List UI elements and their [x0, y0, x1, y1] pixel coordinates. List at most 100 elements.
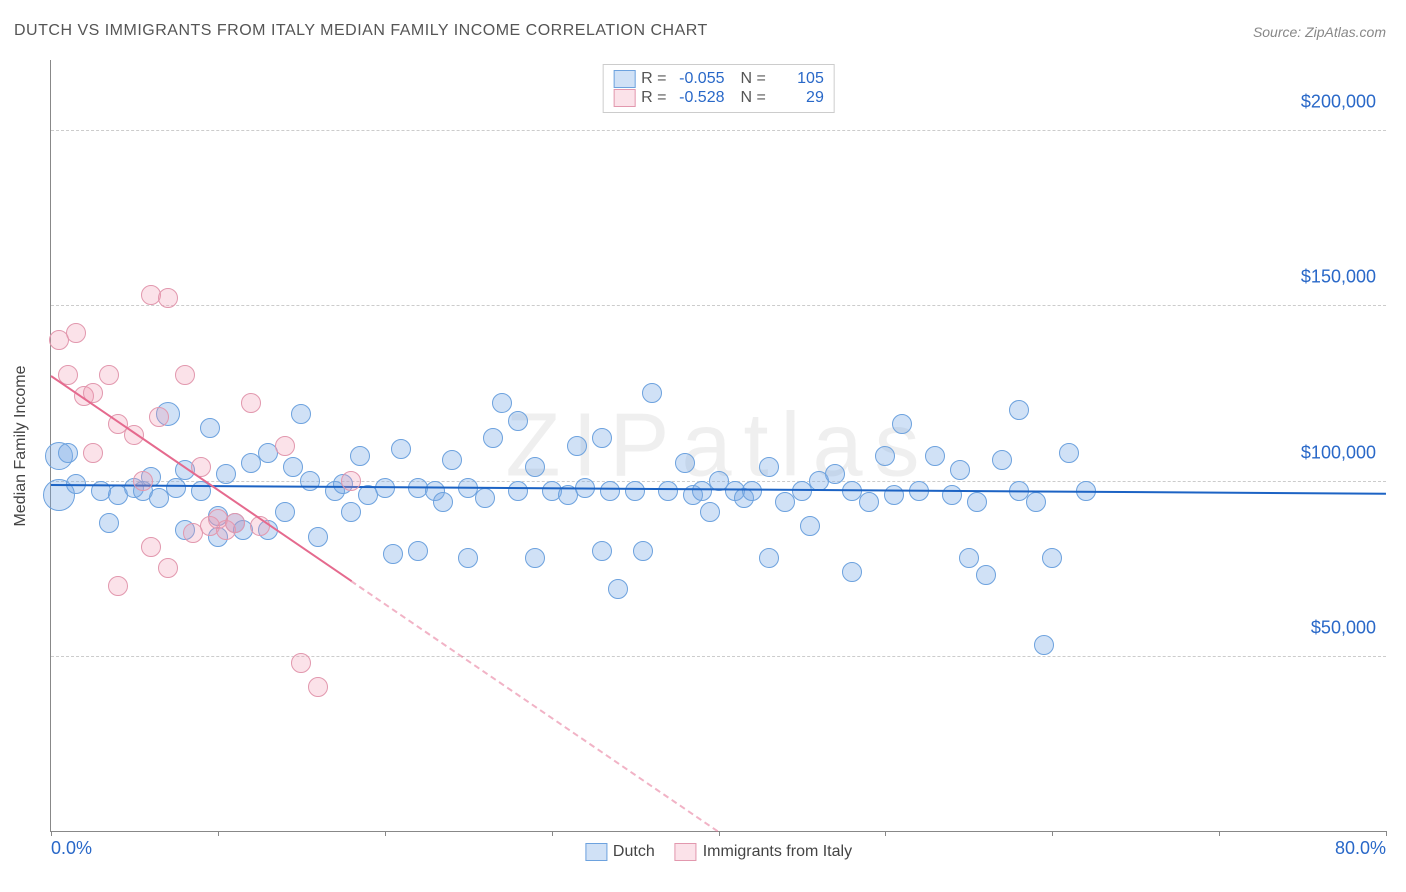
scatter-point: [592, 428, 612, 448]
correlation-legend: R = -0.055 N = 105 R = -0.528 N = 29: [602, 64, 835, 113]
scatter-point: [391, 439, 411, 459]
r-label: R =: [641, 89, 666, 107]
scatter-point: [567, 436, 587, 456]
r-label: R =: [641, 70, 666, 88]
swatch-dutch: [613, 70, 635, 88]
scatter-point: [976, 565, 996, 585]
scatter-point: [884, 485, 904, 505]
series-legend: Dutch Immigrants from Italy: [585, 843, 852, 861]
scatter-point: [216, 464, 236, 484]
scatter-point: [275, 502, 295, 522]
scatter-point: [642, 383, 662, 403]
scatter-point: [842, 562, 862, 582]
scatter-point: [275, 436, 295, 456]
series-name-italy: Immigrants from Italy: [703, 843, 852, 861]
scatter-point: [225, 513, 245, 533]
legend-row-dutch: R = -0.055 N = 105: [613, 70, 824, 88]
scatter-point: [608, 579, 628, 599]
scatter-point: [483, 428, 503, 448]
scatter-point: [200, 418, 220, 438]
scatter-point: [66, 323, 86, 343]
legend-row-italy: R = -0.528 N = 29: [613, 89, 824, 107]
scatter-point: [675, 453, 695, 473]
scatter-point: [291, 404, 311, 424]
scatter-point: [942, 485, 962, 505]
x-tick: [1219, 831, 1220, 836]
scatter-point: [525, 457, 545, 477]
x-tick: [385, 831, 386, 836]
scatter-point: [108, 576, 128, 596]
scatter-point: [99, 513, 119, 533]
scatter-point: [742, 481, 762, 501]
scatter-point: [341, 471, 361, 491]
x-tick: [885, 831, 886, 836]
scatter-point: [508, 481, 528, 501]
scatter-point: [308, 677, 328, 697]
scatter-point: [925, 446, 945, 466]
scatter-point: [759, 548, 779, 568]
scatter-point: [1059, 443, 1079, 463]
scatter-point: [1042, 548, 1062, 568]
y-axis-label: Median Family Income: [12, 365, 30, 526]
swatch-dutch: [585, 843, 607, 861]
n-value-dutch: 105: [772, 70, 824, 88]
y-tick-label: $200,000: [1301, 92, 1376, 113]
scatter-point: [967, 492, 987, 512]
chart-title: DUTCH VS IMMIGRANTS FROM ITALY MEDIAN FA…: [14, 22, 708, 40]
y-tick-label: $50,000: [1311, 617, 1376, 638]
scatter-point: [658, 481, 678, 501]
gridline: [51, 656, 1386, 657]
y-tick-label: $100,000: [1301, 442, 1376, 463]
scatter-point: [950, 460, 970, 480]
scatter-point: [625, 481, 645, 501]
scatter-point: [1026, 492, 1046, 512]
source-attribution: Source: ZipAtlas.com: [1253, 24, 1386, 40]
n-label: N =: [741, 70, 766, 88]
scatter-point: [383, 544, 403, 564]
gridline: [51, 305, 1386, 306]
scatter-point: [99, 365, 119, 385]
scatter-point: [408, 541, 428, 561]
x-tick: [552, 831, 553, 836]
scatter-point: [241, 393, 261, 413]
scatter-point: [592, 541, 612, 561]
scatter-point: [158, 288, 178, 308]
scatter-point: [959, 548, 979, 568]
swatch-italy: [613, 89, 635, 107]
scatter-point: [158, 558, 178, 578]
scatter-point: [458, 548, 478, 568]
scatter-point: [992, 450, 1012, 470]
y-tick-label: $150,000: [1301, 267, 1376, 288]
scatter-point: [525, 548, 545, 568]
r-value-dutch: -0.055: [673, 70, 725, 88]
scatter-point: [700, 502, 720, 522]
legend-item-italy: Immigrants from Italy: [675, 843, 852, 861]
legend-item-dutch: Dutch: [585, 843, 655, 861]
scatter-point: [633, 541, 653, 561]
scatter-point: [1009, 400, 1029, 420]
scatter-point: [175, 365, 195, 385]
scatter-point: [492, 393, 512, 413]
r-value-italy: -0.528: [673, 89, 725, 107]
gridline: [51, 130, 1386, 131]
scatter-point: [308, 527, 328, 547]
n-value-italy: 29: [772, 89, 824, 107]
scatter-point: [800, 516, 820, 536]
scatter-point: [475, 488, 495, 508]
scatter-point: [83, 443, 103, 463]
scatter-point: [433, 492, 453, 512]
scatter-point: [350, 446, 370, 466]
scatter-point: [825, 464, 845, 484]
scatter-point: [600, 481, 620, 501]
scatter-point: [166, 478, 186, 498]
x-tick: [51, 831, 52, 836]
scatter-point: [442, 450, 462, 470]
scatter-point: [1034, 635, 1054, 655]
x-tick-label: 0.0%: [51, 838, 92, 859]
scatter-point: [291, 653, 311, 673]
scatter-point: [508, 411, 528, 431]
series-name-dutch: Dutch: [613, 843, 655, 861]
scatter-point: [58, 443, 78, 463]
scatter-point: [283, 457, 303, 477]
plot-area: ZIPatlas Median Family Income R = -0.055…: [50, 60, 1386, 832]
